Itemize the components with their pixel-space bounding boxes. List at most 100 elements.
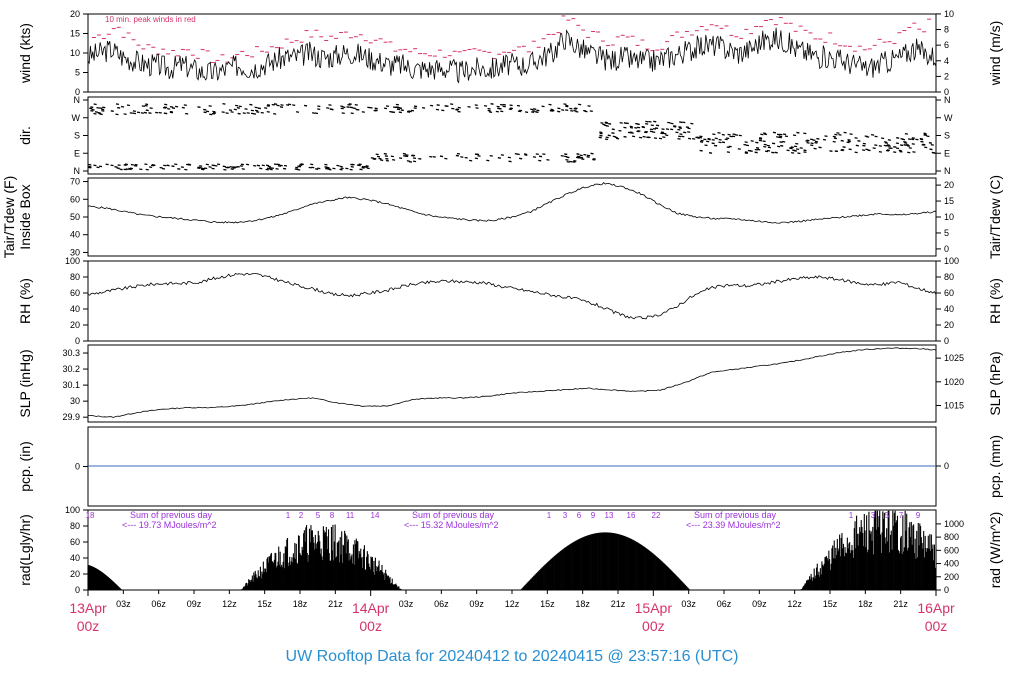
- direction-mark: [339, 168, 343, 171]
- direction-mark: [374, 107, 378, 110]
- direction-mark: [365, 165, 369, 167]
- direction-mark: [779, 133, 783, 136]
- day-time-label: 00z: [77, 618, 100, 634]
- direction-mark: [840, 139, 844, 142]
- ytick-left-label: 50: [70, 212, 80, 222]
- direction-mark: [421, 106, 426, 109]
- direction-mark: [803, 149, 807, 152]
- direction-mark: [435, 108, 440, 111]
- direction-mark: [530, 108, 534, 111]
- direction-mark: [475, 153, 480, 156]
- direction-mark: [349, 106, 354, 109]
- direction-mark: [328, 168, 332, 171]
- direction-mark: [279, 106, 284, 108]
- direction-mark: [509, 107, 513, 110]
- direction-mark: [356, 108, 360, 111]
- direction-mark: [123, 113, 127, 115]
- direction-mark: [455, 108, 459, 111]
- direction-mark: [600, 122, 604, 124]
- direction-mark: [737, 148, 741, 150]
- direction-mark: [754, 148, 758, 151]
- direction-mark: [209, 113, 213, 116]
- direction-mark: [895, 142, 900, 145]
- direction-mark: [241, 168, 245, 170]
- direction-mark: [439, 155, 444, 158]
- direction-mark: [878, 151, 883, 153]
- chart-footer-title: UW Rooftop Data for 20240412 to 20240415…: [285, 648, 739, 665]
- direction-mark: [132, 112, 137, 115]
- ytick-left-label: 80: [70, 272, 80, 282]
- ylabel-left-5: pcp. (in): [17, 441, 33, 492]
- xtick-label: 21z: [611, 599, 626, 609]
- direction-mark: [359, 168, 363, 171]
- direction-mark: [208, 166, 212, 168]
- ytick-right-label: 5: [944, 228, 949, 238]
- ytick-right-label: N: [944, 95, 951, 105]
- ytick-right-label: 0: [944, 244, 949, 254]
- ytick-left-label: 30.3: [62, 348, 80, 358]
- direction-mark: [870, 133, 875, 136]
- direction-mark: [898, 149, 902, 152]
- direction-mark: [432, 155, 436, 158]
- direction-mark: [695, 136, 699, 139]
- direction-mark: [573, 160, 577, 162]
- direction-mark: [743, 143, 747, 146]
- direction-mark: [923, 132, 927, 135]
- direction-mark: [665, 128, 670, 131]
- direction-mark: [196, 167, 201, 170]
- radiation-hour-label: 8: [330, 511, 335, 520]
- direction-mark: [885, 144, 890, 147]
- direction-mark: [908, 138, 912, 141]
- direction-mark: [848, 148, 852, 151]
- ytick-right-label: 60: [944, 288, 954, 298]
- direction-mark: [486, 159, 490, 162]
- direction-mark: [747, 149, 752, 152]
- direction-mark: [874, 144, 878, 147]
- ytick-left-label: 30.2: [62, 364, 80, 374]
- direction-mark: [650, 124, 654, 127]
- direction-mark: [744, 152, 748, 154]
- direction-mark: [430, 104, 434, 107]
- direction-mark: [164, 112, 168, 115]
- direction-mark: [429, 155, 433, 158]
- direction-mark: [236, 165, 240, 168]
- direction-mark: [180, 166, 184, 169]
- direction-mark: [538, 159, 542, 162]
- direction-mark: [799, 147, 803, 149]
- direction-mark: [888, 147, 892, 150]
- direction-mark: [764, 150, 769, 153]
- direction-mark: [774, 151, 778, 154]
- direction-mark: [767, 146, 772, 149]
- direction-mark: [687, 131, 691, 133]
- direction-mark: [911, 138, 915, 141]
- direction-mark: [535, 111, 539, 113]
- direction-mark: [726, 146, 730, 149]
- ytick-left-label: 30.1: [62, 380, 80, 390]
- direction-mark: [711, 142, 715, 145]
- xtick-label: 15z: [257, 599, 272, 609]
- direction-mark: [261, 164, 265, 167]
- ytick-left-label: S: [74, 131, 80, 141]
- direction-mark: [136, 111, 141, 114]
- direction-mark: [117, 106, 121, 109]
- xtick-label: 09z: [469, 599, 484, 609]
- ytick-left-label: 60: [70, 194, 80, 204]
- direction-mark: [395, 106, 400, 109]
- direction-mark: [714, 144, 718, 147]
- direction-mark: [456, 152, 461, 155]
- direction-mark: [792, 134, 797, 137]
- direction-mark: [169, 110, 174, 113]
- direction-mark: [670, 122, 674, 125]
- direction-mark: [847, 139, 851, 141]
- direction-mark: [351, 163, 355, 166]
- direction-mark: [712, 133, 716, 136]
- ytick-left-label: 40: [70, 230, 80, 240]
- xtick-label: 12z: [222, 599, 237, 609]
- ytick-left-label: 70: [70, 177, 80, 187]
- direction-mark: [924, 146, 928, 149]
- radiation-hour-label: 3: [563, 511, 568, 520]
- direction-mark: [161, 167, 166, 170]
- direction-mark: [325, 167, 329, 170]
- direction-mark: [678, 126, 682, 128]
- direction-mark: [252, 112, 257, 115]
